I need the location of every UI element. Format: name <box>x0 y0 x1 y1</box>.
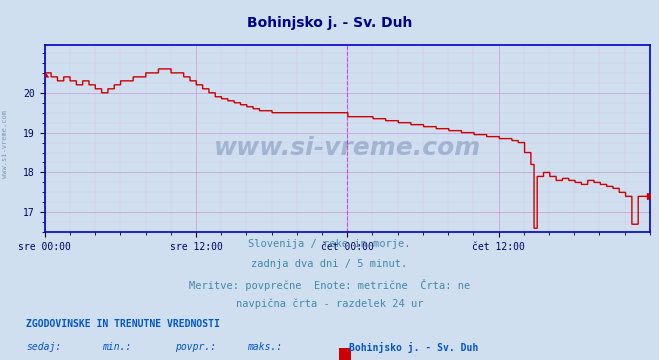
Text: min.:: min.: <box>102 342 132 352</box>
Text: maks.:: maks.: <box>247 342 282 352</box>
Text: Slovenija / reke in morje.: Slovenija / reke in morje. <box>248 239 411 249</box>
Text: Meritve: povprečne  Enote: metrične  Črta: ne: Meritve: povprečne Enote: metrične Črta:… <box>189 279 470 291</box>
Text: sedaj:: sedaj: <box>26 342 61 352</box>
Text: povpr.:: povpr.: <box>175 342 215 352</box>
Text: ZGODOVINSKE IN TRENUTNE VREDNOSTI: ZGODOVINSKE IN TRENUTNE VREDNOSTI <box>26 319 220 329</box>
Text: Bohinjsko j. - Sv. Duh: Bohinjsko j. - Sv. Duh <box>247 16 412 30</box>
Text: Bohinjsko j. - Sv. Duh: Bohinjsko j. - Sv. Duh <box>349 342 478 353</box>
Text: navpična črta - razdelek 24 ur: navpična črta - razdelek 24 ur <box>236 299 423 309</box>
Text: zadnja dva dni / 5 minut.: zadnja dva dni / 5 minut. <box>251 259 408 269</box>
Text: www.si-vreme.com: www.si-vreme.com <box>214 136 481 160</box>
Text: www.si-vreme.com: www.si-vreme.com <box>2 110 9 178</box>
